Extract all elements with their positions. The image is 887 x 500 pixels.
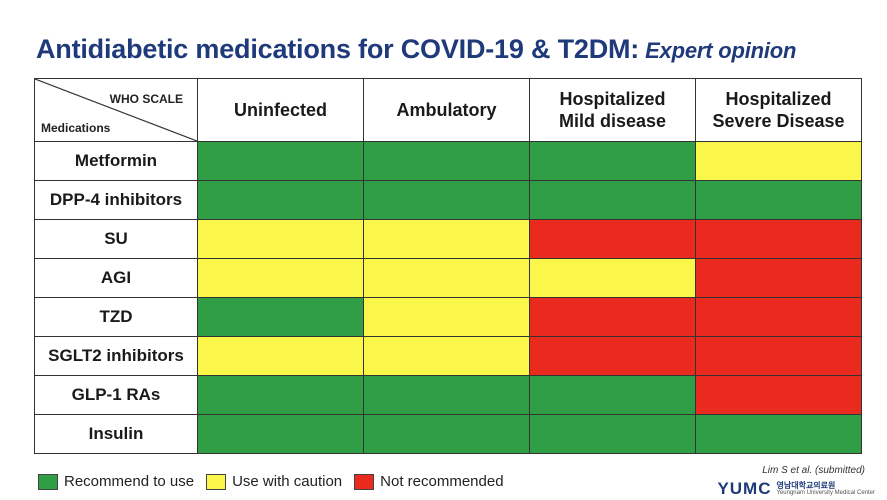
- table-row: Insulin: [34, 414, 862, 454]
- table-row: GLP-1 RAs: [34, 375, 862, 415]
- table-row: SU: [34, 219, 862, 259]
- caution-swatch: [206, 473, 227, 490]
- recommendation-cell-not: [695, 219, 862, 259]
- institution-logo: YUMC 영남대학교의료원 Yeungnam University Medica…: [717, 479, 875, 499]
- recommendation-cell-recommend: [695, 414, 862, 454]
- recommendation-cell-recommend: [197, 375, 364, 415]
- citation: Lim S et al. (submitted): [762, 465, 865, 476]
- recommendation-cell-caution: [529, 258, 696, 298]
- not-recommended-swatch: [354, 473, 375, 490]
- medications-label: Medications: [41, 121, 111, 135]
- title-main: Antidiabetic medications for COVID-19 & …: [36, 34, 640, 64]
- recommend-swatch: [38, 473, 58, 490]
- recommendation-cell-recommend: [197, 180, 364, 220]
- recommendation-cell-recommend: [529, 414, 696, 454]
- recommendation-cell-caution: [197, 258, 364, 298]
- medication-name: Insulin: [34, 414, 198, 454]
- recommendation-cell-not: [529, 219, 696, 259]
- recommendation-cell-caution: [363, 336, 530, 376]
- legend-label-not: Not recommended: [380, 473, 504, 490]
- recommendation-table: WHO SCALE Medications Uninfected Ambulat…: [34, 78, 862, 454]
- recommendation-cell-caution: [363, 258, 530, 298]
- who-scale-label: WHO SCALE: [109, 92, 183, 106]
- page-title: Antidiabetic medications for COVID-19 & …: [36, 34, 796, 65]
- medication-name: TZD: [34, 297, 198, 337]
- recommendation-cell-caution: [197, 219, 364, 259]
- recommendation-cell-recommend: [197, 141, 364, 181]
- recommendation-cell-recommend: [363, 375, 530, 415]
- recommendation-cell-recommend: [197, 297, 364, 337]
- table-row: SGLT2 inhibitors: [34, 336, 862, 376]
- legend-item-not: Not recommended: [354, 473, 504, 490]
- column-header: Uninfected: [197, 78, 364, 142]
- recommendation-cell-recommend: [529, 375, 696, 415]
- recommendation-cell-not: [695, 336, 862, 376]
- column-header: Hospitalized Mild disease: [529, 78, 696, 142]
- medication-name: Metformin: [34, 141, 198, 181]
- recommendation-cell-recommend: [363, 141, 530, 181]
- medication-name: GLP-1 RAs: [34, 375, 198, 415]
- recommendation-cell-recommend: [363, 180, 530, 220]
- recommendation-cell-recommend: [363, 414, 530, 454]
- logo-mark: YUMC: [717, 479, 772, 498]
- legend-label-recommend: Recommend to use: [64, 473, 195, 490]
- medication-name: SGLT2 inhibitors: [34, 336, 198, 376]
- logo-korean: 영남대학교의료원: [776, 481, 836, 490]
- table-row: Metformin: [34, 141, 862, 181]
- corner-cell: WHO SCALE Medications: [34, 78, 198, 142]
- recommendation-cell-caution: [695, 141, 862, 181]
- logo-english: Yeungnam University Medical Center: [776, 490, 876, 496]
- recommendation-cell-not: [695, 375, 862, 415]
- recommendation-cell-recommend: [197, 414, 364, 454]
- medication-name: SU: [34, 219, 198, 259]
- recommendation-cell-not: [695, 297, 862, 337]
- header-row: WHO SCALE Medications Uninfected Ambulat…: [34, 78, 862, 142]
- recommendation-cell-recommend: [529, 141, 696, 181]
- column-header: Ambulatory: [363, 78, 530, 142]
- column-header: Hospitalized Severe Disease: [695, 78, 862, 142]
- recommendation-cell-recommend: [529, 180, 696, 220]
- recommendation-cell-caution: [363, 297, 530, 337]
- recommendation-cell-recommend: [695, 180, 862, 220]
- recommendation-cell-not: [529, 336, 696, 376]
- recommendation-cell-caution: [197, 336, 364, 376]
- title-sub: Expert opinion: [645, 38, 797, 63]
- table-row: TZD: [34, 297, 862, 337]
- recommendation-cell-not: [529, 297, 696, 337]
- table-body: Metformin DPP-4 inhibitors SU AGI TZD SGLT2 i…: [34, 141, 862, 454]
- legend-item-caution: Use with caution: [206, 473, 342, 490]
- table-row: AGI: [34, 258, 862, 298]
- recommendation-cell-not: [695, 258, 862, 298]
- medication-name: AGI: [34, 258, 198, 298]
- legend-item-recommend: Recommend to use: [38, 473, 194, 490]
- recommendation-cell-caution: [363, 219, 530, 259]
- medication-name: DPP-4 inhibitors: [34, 180, 198, 220]
- legend: Recommend to use Use with caution Not re…: [38, 473, 508, 490]
- legend-label-caution: Use with caution: [232, 473, 343, 490]
- logo-text: 영남대학교의료원 Yeungnam University Medical Cen…: [776, 481, 876, 497]
- table-row: DPP-4 inhibitors: [34, 180, 862, 220]
- diagonal-divider: [35, 79, 197, 141]
